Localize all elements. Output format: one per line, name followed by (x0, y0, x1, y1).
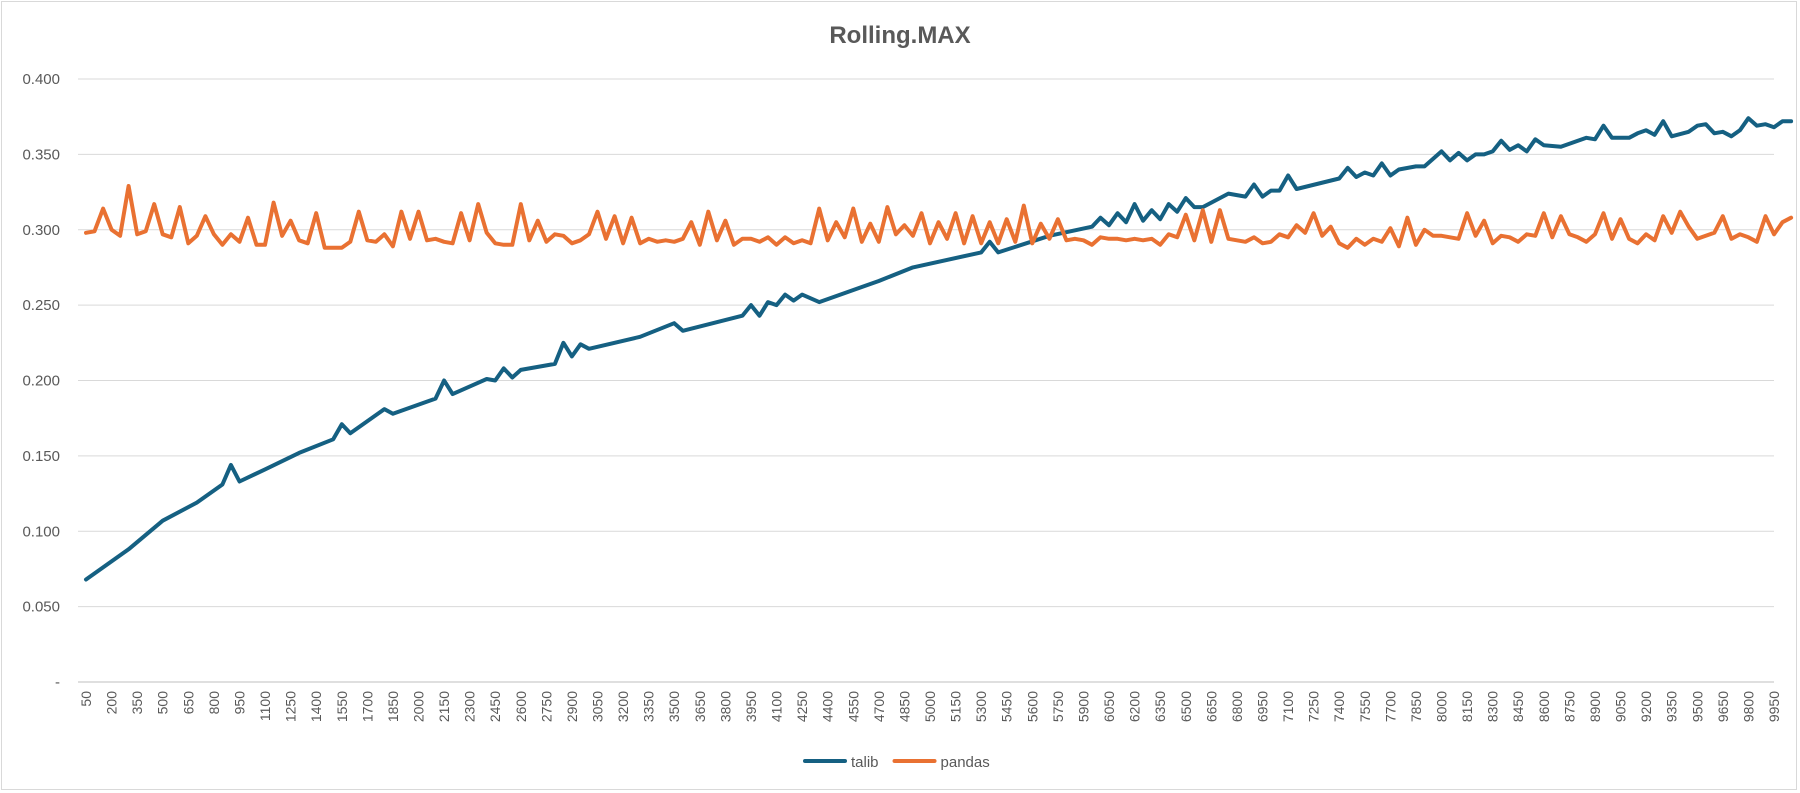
x-tick-label: 8150 (1459, 691, 1475, 722)
x-tick-label: 3650 (692, 691, 708, 722)
x-tick-label: 5300 (973, 691, 989, 722)
x-tick-label: 1700 (359, 691, 375, 722)
x-tick-label: 8300 (1485, 691, 1501, 722)
x-tick-label: 1100 (257, 691, 273, 721)
x-tick-label: 3500 (666, 691, 682, 722)
x-tick-label: 9350 (1664, 691, 1680, 722)
x-tick-label: 3200 (615, 691, 631, 722)
gridlines (78, 78, 1774, 683)
x-tick-label: 3050 (590, 691, 606, 722)
x-tick-label: 8450 (1510, 691, 1526, 722)
x-tick-label: 4250 (794, 691, 810, 722)
x-tick-label: 9500 (1689, 691, 1705, 722)
x-tick-label: 3350 (641, 691, 657, 722)
x-tick-label: 6350 (1152, 691, 1168, 722)
x-tick-label: 5900 (1075, 691, 1091, 722)
x-tick-label: 5750 (1050, 691, 1066, 722)
x-tick-label: 7400 (1331, 691, 1347, 722)
x-axis-ticks: 50 200 350 500 650 800 950 1100 1250 1400 1550 1700… (78, 691, 1782, 722)
y-tick-label: 0.350 (22, 146, 60, 163)
y-axis-ticks: - 0.050 0.100 0.150 0.200 0.250 0.300 0.350 0.40… (22, 71, 60, 691)
x-tick-label: 9200 (1638, 691, 1654, 722)
x-tick-label: 5450 (999, 691, 1015, 722)
y-tick-label: 0.100 (22, 523, 60, 540)
x-tick-label: 4700 (871, 691, 887, 722)
x-tick-label: 3800 (717, 691, 733, 722)
y-tick-label: - (55, 674, 60, 691)
legend: talib pandas (803, 754, 990, 771)
x-tick-label: 5600 (1024, 691, 1040, 722)
x-tick-label: 6200 (1127, 691, 1143, 722)
x-tick-label: 7550 (1357, 691, 1373, 722)
x-tick-label: 50 (78, 691, 94, 707)
x-tick-label: 4400 (820, 691, 836, 722)
x-tick-label: 2450 (487, 691, 503, 722)
x-tick-label: 5150 (948, 691, 964, 722)
x-tick-label: 200 (104, 691, 120, 715)
x-tick-label: 4100 (769, 691, 785, 722)
x-tick-label: 8600 (1536, 691, 1552, 722)
x-tick-label: 8000 (1434, 691, 1450, 722)
y-tick-label: 0.200 (22, 373, 60, 390)
y-tick-label: 0.300 (22, 222, 60, 239)
series-line-pandas (84, 184, 1794, 250)
x-tick-label: 6500 (1178, 691, 1194, 722)
x-tick-label: 2600 (513, 691, 529, 722)
x-tick-label: 350 (129, 691, 145, 715)
x-tick-label: 8900 (1587, 691, 1603, 722)
x-tick-label: 2300 (462, 691, 478, 722)
x-tick-label: 9800 (1740, 691, 1756, 722)
x-tick-label: 7700 (1382, 691, 1398, 722)
x-tick-label: 2900 (564, 691, 580, 722)
x-tick-label: 2750 (538, 691, 554, 722)
x-tick-label: 7100 (1280, 691, 1296, 722)
x-tick-label: 3950 (743, 691, 759, 722)
x-tick-label: 6050 (1101, 691, 1117, 722)
x-tick-label: 1850 (385, 691, 401, 722)
x-tick-label: 9650 (1715, 691, 1731, 722)
x-tick-label: 6650 (1203, 691, 1219, 722)
x-tick-label: 500 (155, 691, 171, 715)
x-tick-label: 5000 (922, 691, 938, 722)
x-tick-label: 6800 (1229, 691, 1245, 722)
x-tick-label: 9050 (1613, 691, 1629, 722)
x-tick-label: 800 (206, 691, 222, 715)
series-lines (84, 116, 1794, 582)
x-tick-label: 950 (231, 691, 247, 715)
x-tick-label: 6950 (1254, 691, 1270, 722)
x-tick-label: 4850 (896, 691, 912, 722)
legend-item-talib: talib (803, 754, 879, 771)
x-tick-label: 1400 (308, 691, 324, 722)
x-tick-label: 1250 (283, 691, 299, 722)
x-tick-label: 2150 (436, 691, 452, 722)
x-tick-label: 1550 (334, 691, 350, 722)
y-tick-label: 0.150 (22, 448, 60, 465)
x-tick-label: 7850 (1408, 691, 1424, 722)
x-tick-label: 9950 (1766, 691, 1782, 722)
y-tick-label: 0.250 (22, 297, 60, 314)
legend-item-pandas: pandas (892, 754, 990, 771)
chart-title: Rolling.MAX (829, 22, 970, 49)
x-tick-label: 650 (180, 691, 196, 715)
x-tick-label: 4550 (845, 691, 861, 722)
series-line-talib (84, 116, 1794, 582)
y-tick-label: 0.050 (22, 599, 60, 616)
legend-label: pandas (941, 754, 990, 771)
x-tick-label: 7250 (1306, 691, 1322, 722)
legend-label: talib (851, 754, 879, 771)
x-tick-label: 8750 (1561, 691, 1577, 722)
y-tick-label: 0.400 (22, 71, 60, 88)
x-tick-label: 2000 (410, 691, 426, 722)
